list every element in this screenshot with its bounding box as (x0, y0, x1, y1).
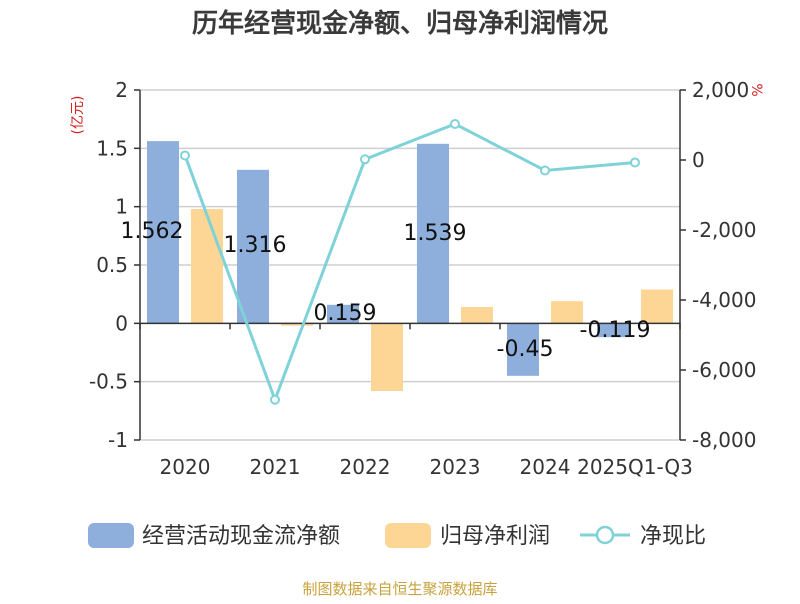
category-label: 2020 (160, 455, 211, 479)
bar-cash-flow (597, 323, 629, 338)
legend: 经营活动现金流净额 归母净利润 净现比 (88, 523, 706, 549)
category-label: 2023 (430, 455, 481, 479)
left-tick-label: 1 (115, 195, 128, 219)
bar-cash-flow (327, 304, 359, 324)
bar-value-label: -0.119 (580, 318, 651, 343)
bar-value-label: 0.159 (314, 301, 377, 326)
right-tick-label: -6,000 (692, 358, 756, 382)
bar-value-label: -0.45 (497, 337, 554, 362)
legend-label: 经营活动现金流净额 (142, 524, 340, 549)
right-tick-label: -4,000 (692, 288, 756, 312)
legend-label: 归母净利润 (440, 524, 550, 549)
bar-net-profit (191, 209, 223, 324)
bar-cash-flow (417, 143, 449, 324)
right-tick-label: 2,000 (692, 78, 749, 102)
right-tick-label: -2,000 (692, 218, 756, 242)
ratio-point (360, 154, 370, 165)
bar-net-profit (551, 301, 583, 324)
bar-net-profit (371, 323, 403, 391)
bar-net-profit (641, 289, 673, 324)
bar-value-label: 1.562 (121, 219, 184, 244)
legend-swatch (385, 523, 431, 548)
bar-cash-flow (147, 141, 179, 324)
left-tick-label: 1.5 (96, 136, 128, 160)
ratio-point (540, 165, 550, 176)
left-axis-unit: (亿元) (70, 96, 86, 135)
left-tick-label: -1 (108, 428, 128, 452)
bar-net-profit (281, 323, 313, 326)
ratio-point (450, 118, 460, 129)
chart-title: 历年经营现金净额、归母净利润情况 (192, 8, 608, 39)
category-label: 2022 (340, 455, 391, 479)
bar-cash-flow (507, 323, 539, 376)
left-tick-label: -0.5 (89, 370, 128, 394)
left-tick-label: 2 (115, 78, 128, 102)
category-label: 2025Q1-Q3 (577, 455, 693, 479)
source-note: 制图数据来自恒生聚源数据库 (302, 580, 497, 598)
bars-layer (147, 141, 673, 391)
left-tick-label: 0 (115, 311, 128, 335)
ratio-point (270, 394, 280, 405)
bar-value-label: 1.539 (404, 221, 467, 246)
legend-label: 净现比 (640, 524, 706, 549)
bar-net-profit (461, 307, 493, 324)
category-label: 2021 (250, 455, 301, 479)
legend-line-marker (595, 525, 615, 545)
bar-cash-flow (237, 169, 269, 324)
legend-swatch (88, 523, 134, 548)
right-tick-label: 0 (692, 148, 705, 172)
grid-lines (140, 89, 680, 441)
bar-value-label: 1.316 (224, 233, 287, 258)
ratio-point (630, 157, 640, 168)
labels-layer: 1.562 1.316 0.159 1.539 -0.45 -0.119 (121, 219, 651, 362)
category-label: 2024 (520, 455, 571, 479)
ratio-line (183, 122, 636, 405)
right-axis-unit: % (748, 83, 764, 96)
ratio-point (180, 150, 190, 161)
left-tick-label: 0.5 (96, 253, 128, 277)
line-layer (180, 118, 640, 405)
right-tick-label: -8,000 (692, 428, 756, 452)
axes-layer: 2 1.5 1 0.5 0 -0.5 -1 2,000 0 -2,000 -4,000 -6,000 -… (89, 78, 757, 479)
